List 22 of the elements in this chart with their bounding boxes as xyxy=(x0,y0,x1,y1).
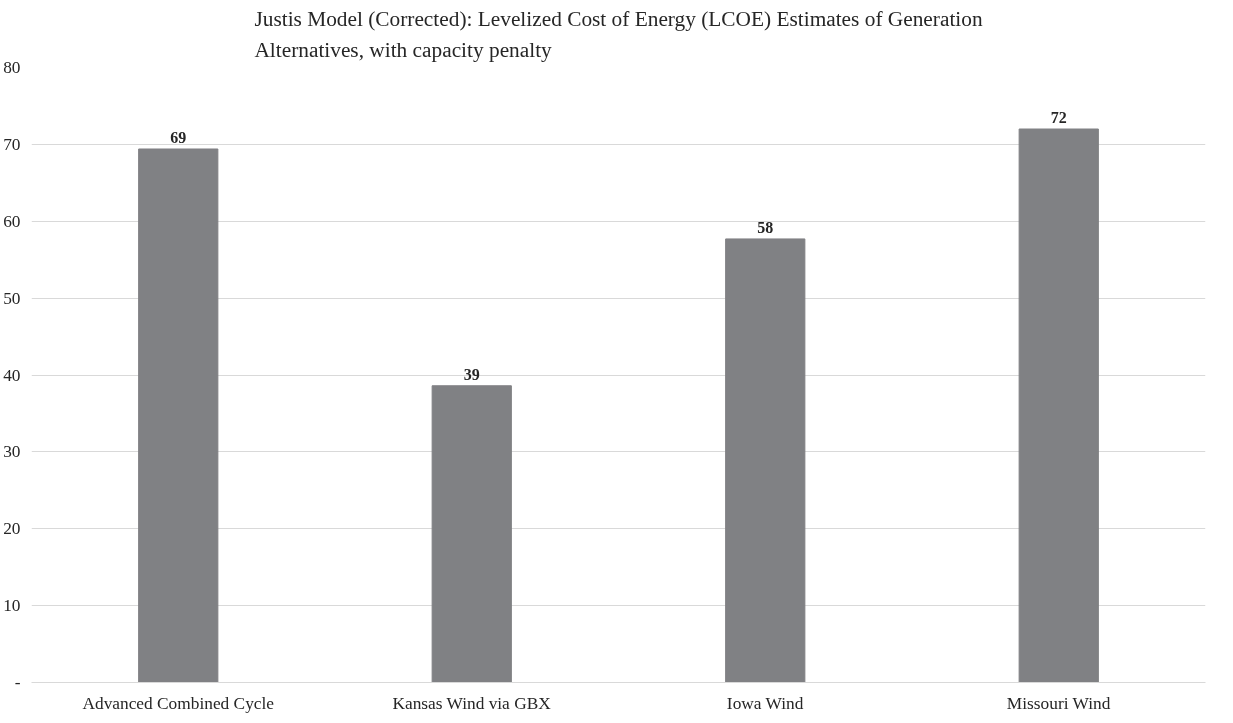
bar xyxy=(1018,128,1099,683)
y-tick-label: 80 xyxy=(3,58,21,77)
y-tick-label: 40 xyxy=(3,365,21,385)
chart-title: Justis Model (Corrected): Levelized Cost of Energy (LCOE) Estimates of Generation Alternatives, with capacity penalty xyxy=(254,7,983,63)
y-tick-label: 20 xyxy=(3,519,21,539)
x-tick-label: Advanced Combined Cycle xyxy=(82,693,275,713)
y-tick-label: - xyxy=(14,673,21,692)
bar xyxy=(431,385,512,683)
y-tick-label: 70 xyxy=(3,134,21,154)
data-label: 69 xyxy=(170,128,187,146)
x-tick-label: Kansas Wind via GBX xyxy=(392,693,552,713)
x-tick-label: Iowa Wind xyxy=(726,693,804,713)
y-tick-label: 30 xyxy=(3,442,21,462)
data-label: 58 xyxy=(757,218,774,236)
bar xyxy=(725,238,806,683)
y-tick-label: 50 xyxy=(3,288,21,308)
x-tick-label: Missouri Wind xyxy=(1006,693,1111,713)
y-tick-label: 60 xyxy=(3,211,21,231)
y-tick-label: 10 xyxy=(3,596,21,616)
bar xyxy=(138,148,219,683)
data-label: 39 xyxy=(463,365,480,383)
data-label: 72 xyxy=(1050,109,1067,126)
